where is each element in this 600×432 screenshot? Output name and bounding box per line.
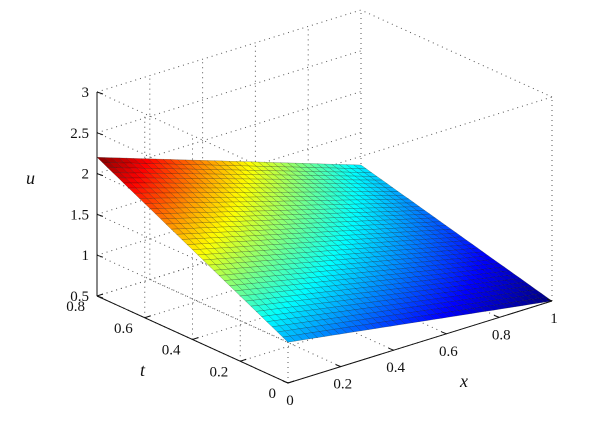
u-tick-label: 2.5 xyxy=(70,126,89,142)
t-tick-mark xyxy=(287,380,295,384)
x-tick-label: 0.4 xyxy=(386,360,405,376)
t-tick-label: 0.8 xyxy=(66,299,85,315)
axes xyxy=(96,91,553,384)
t-tick-mark xyxy=(144,315,151,319)
x-tick-mark xyxy=(335,364,341,368)
u-axis-label: u xyxy=(26,168,35,188)
u-tick-mark xyxy=(96,173,104,177)
x-tick-mark xyxy=(282,380,289,384)
t-tick-label: 0.6 xyxy=(114,321,133,337)
grid-line xyxy=(96,9,362,93)
x-tick-label: 0.2 xyxy=(333,377,352,393)
x-tick-mark xyxy=(441,331,447,335)
u-tick-mark xyxy=(96,91,104,95)
u-tick-mark xyxy=(96,213,104,217)
u-tick-label: 1 xyxy=(82,248,90,264)
u-tick-label: 1.5 xyxy=(70,207,89,223)
box-edge xyxy=(360,9,553,98)
u-tick-label: 0.5 xyxy=(70,289,89,305)
t-tick-label: 0.2 xyxy=(210,364,229,380)
x-tick-label: 0 xyxy=(286,393,294,409)
x-tick-label: 1 xyxy=(550,311,558,327)
x-tick-mark xyxy=(388,347,394,351)
u-tick-mark xyxy=(96,132,104,136)
x-tick-mark xyxy=(546,298,553,302)
t-tick-mark xyxy=(240,358,247,362)
surface xyxy=(96,157,553,343)
grid-line xyxy=(96,50,362,134)
grid-line xyxy=(96,131,362,215)
t-tick-mark xyxy=(192,337,199,340)
box-edge xyxy=(287,96,553,180)
grid-line xyxy=(96,91,362,175)
x-axis-line xyxy=(287,300,553,384)
t-tick-label: 0.4 xyxy=(162,343,181,359)
x-tick-mark xyxy=(494,314,500,318)
u-tick-mark xyxy=(96,295,104,299)
u-tick-label: 3 xyxy=(82,85,90,101)
t-tick-mark xyxy=(96,293,104,297)
t-tick-label: 0 xyxy=(269,386,277,402)
x-tick-label: 0.8 xyxy=(492,327,511,343)
u-tick-mark xyxy=(96,254,104,258)
t-axis-label: t xyxy=(140,360,146,380)
u-tick-label: 2 xyxy=(82,167,90,183)
x-axis-label: x xyxy=(459,371,468,391)
x-tick-label: 0.6 xyxy=(439,344,458,360)
